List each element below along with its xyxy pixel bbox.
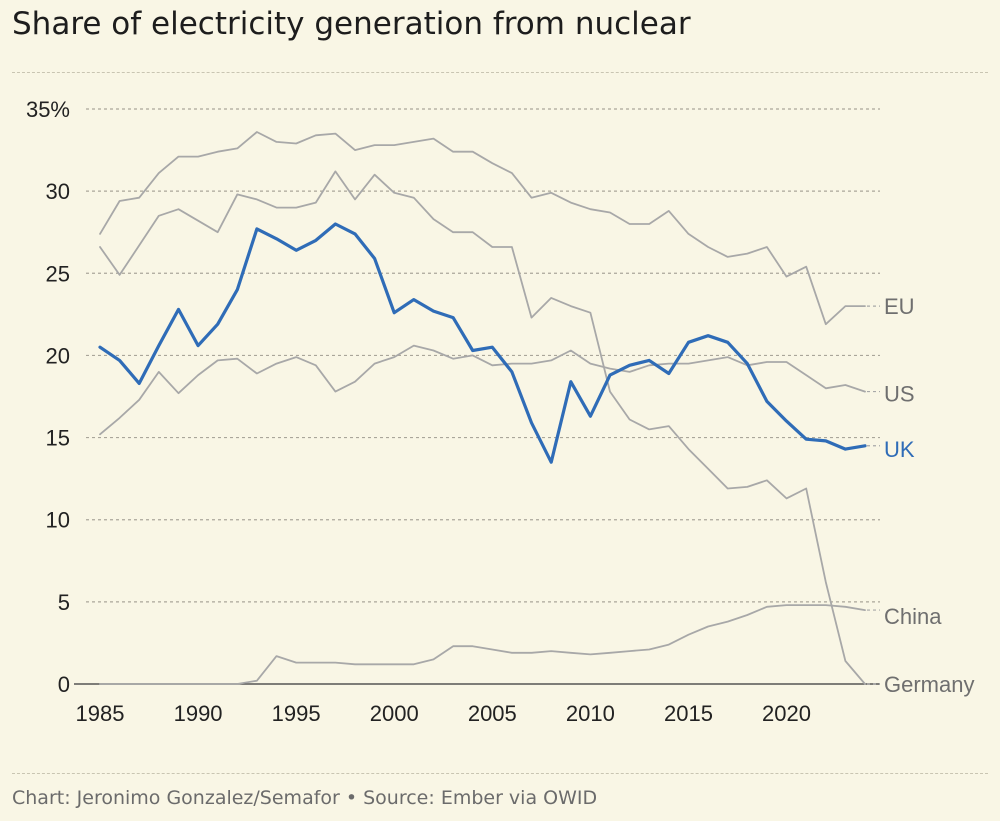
x-axis-ticks: 1985 1990 1995 2000 2005 2010 2015 2020: [76, 701, 811, 726]
y-tick-label: 20: [46, 343, 70, 368]
y-tick-label: 25: [46, 261, 70, 286]
series-line-us: [99, 344, 866, 436]
series-labels: EU US UK Germany China: [867, 294, 974, 697]
x-tick-label: 2000: [370, 701, 419, 726]
y-axis-ticks: 0 5 10 15 20 25 30 35%: [26, 97, 70, 697]
bottom-divider: [12, 773, 988, 774]
y-tick-label: 0: [58, 672, 70, 697]
series-label-eu: EU: [884, 294, 915, 319]
y-tick-label: 35%: [26, 97, 70, 122]
series-line-china: [99, 604, 866, 685]
x-tick-label: 2010: [566, 701, 615, 726]
series-label-uk: UK: [884, 437, 915, 462]
y-tick-label: 10: [46, 508, 70, 533]
x-tick-label: 2015: [664, 701, 713, 726]
grid-lines: [74, 108, 880, 685]
series-lines: [98, 131, 867, 685]
top-divider: [12, 72, 988, 73]
series-line-uk: [98, 222, 867, 464]
series-label-china: China: [884, 604, 942, 629]
series-line-germany: [99, 170, 866, 685]
x-tick-label: 2005: [468, 701, 517, 726]
x-tick-label: 1985: [76, 701, 125, 726]
series-label-germany: Germany: [884, 672, 974, 697]
x-tick-label: 1995: [272, 701, 321, 726]
chart-title: Share of electricity generation from nuc…: [12, 6, 691, 42]
line-chart: 0 5 10 15 20 25 30 35% 1985 1990 1995 2000 2005 2010…: [26, 97, 975, 726]
series-label-us: US: [884, 382, 915, 407]
x-tick-label: 2020: [762, 701, 811, 726]
y-tick-label: 30: [46, 179, 70, 204]
series-line-eu: [99, 131, 866, 326]
source-credit: Chart: Jeronimo Gonzalez/Semafor • Sourc…: [12, 787, 598, 809]
y-tick-label: 5: [58, 590, 70, 615]
y-tick-label: 15: [46, 426, 70, 451]
x-tick-label: 1990: [174, 701, 223, 726]
